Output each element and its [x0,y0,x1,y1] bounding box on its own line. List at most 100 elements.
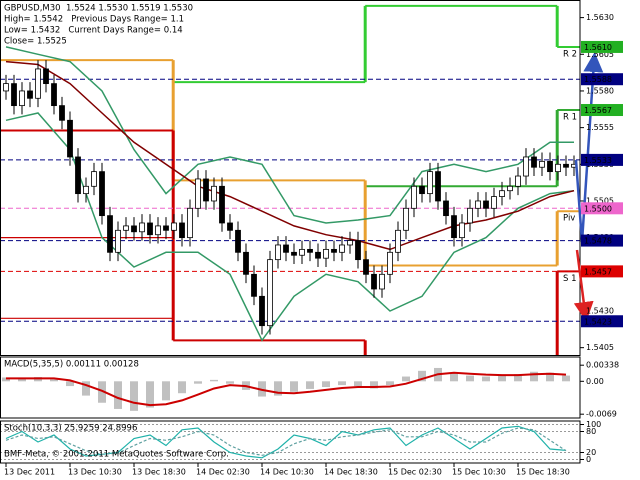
price-marker [581,73,623,86]
candle-body [107,215,113,253]
candle-body [19,90,25,107]
candle-body [75,156,81,195]
y-tick-label: 0.00338 [586,361,619,370]
candle-body [123,225,129,231]
candle-body [315,251,321,259]
candle-body [67,119,73,158]
panel-title: Stoch(10,3,3) 25.9259 24.8996 [4,424,137,434]
overlay-line [5,112,575,342]
histogram-bar [98,381,106,403]
histogram-bar [210,379,218,382]
stoch-frame [0,420,581,464]
x-tick-label: 14 Dec 02:30 [196,468,250,477]
candle-body [475,200,481,209]
candle-body [203,178,209,202]
macd-panel: MACD(5,35,5) 0.00111 0.00128 [2,360,570,411]
candle-body [83,185,89,195]
x-tick-label: 13 Dec 10:30 [68,468,122,477]
price-marker-label: 1.5610 [584,43,612,52]
price-marker [581,153,623,166]
price-marker-label: 1.5500 [584,204,612,213]
candle-body [323,248,329,259]
histogram-bar [178,381,186,394]
histogram-bar [498,375,506,382]
candle-body [27,90,33,99]
histogram-bar [162,381,170,401]
histogram-bar [290,381,298,392]
candle-body [307,248,313,253]
histogram-bar [18,378,26,382]
candle-body [411,185,417,209]
candle-body [563,163,569,168]
candle-body [379,273,385,290]
y-tick-label: 0 [586,455,591,464]
price-marker [581,104,623,117]
y-tick-label: 1.5630 [586,13,614,22]
histogram-bar [114,381,122,409]
y-tick-label: 80 [586,427,596,436]
candle-body [403,207,409,231]
x-tick-label: 14 Dec 10:30 [260,468,314,477]
candle-body [139,222,145,233]
info-text: High= 1.5542 Previous Days Range= 1.1 [4,15,184,25]
price-panel: R 2 R 1 Piv S 1 GBPUSD,M30 1.5524 1.5530 1.5… [0,4,580,355]
histogram-bar [322,381,330,388]
candle-body [187,207,193,239]
pivot-label: R 2 [563,49,577,59]
candle-body [499,190,505,197]
price-marker-label: 1.5588 [584,75,612,84]
candle-body [91,171,97,187]
histogram-bar [66,381,74,387]
x-tick-label: 13 Dec 2011 [4,468,55,477]
candle-body [515,175,521,187]
candle-body [259,295,265,327]
histogram-bar [386,381,394,386]
candle-body [235,229,241,253]
stoch-line [5,425,567,459]
candle-body [171,222,177,231]
candle-body [3,83,9,92]
info-text: Low= 1.5432 Current Days Range= 0.14 [4,26,183,36]
price-marker [581,234,623,247]
histogram-bar [370,381,378,389]
candle-body [523,156,529,177]
candle-body [59,105,65,121]
histogram-bar [274,381,282,396]
price-marker [581,315,623,328]
candle-body [435,171,441,202]
candle-body [347,240,353,246]
y-tick-label: 100 [586,420,601,429]
candle-body [243,251,249,275]
stoch-line [5,427,567,456]
price-marker-label: 1.5457 [584,267,612,276]
histogram-bar [418,370,426,382]
stoch-panel: Stoch(10,3,3) 25.9259 24.8996 BMF-Meta, ©… [0,424,580,460]
candle-body [35,68,41,99]
price-marker [581,202,623,215]
histogram-bar [482,376,490,382]
copyright: BMF-Meta, © 2001-2011 MetaQuotes Softwar… [4,450,229,460]
price-marker-label: 1.5478 [584,237,612,246]
y-tick-label: 1.5405 [586,343,614,352]
candle-body [267,259,273,327]
histogram-bar [354,381,362,387]
candle-body [531,156,537,168]
candle-body [99,171,105,217]
x-tick-label: 15 Dec 02:30 [388,468,442,477]
candle-body [555,163,561,173]
histogram-bar [130,381,138,411]
candle-body [227,222,233,231]
price-marker [581,265,623,278]
price-marker-label: 1.5423 [584,317,612,326]
histogram-bar [402,376,410,382]
candle-body [459,222,465,239]
candle-body [195,178,201,209]
x-tick-label: 13 Dec 18:30 [132,468,186,477]
histogram-bar [514,374,522,382]
candle-body [219,185,225,224]
candle-body [443,200,449,217]
pivot-label: Piv [563,214,575,224]
candle-body [115,229,121,253]
